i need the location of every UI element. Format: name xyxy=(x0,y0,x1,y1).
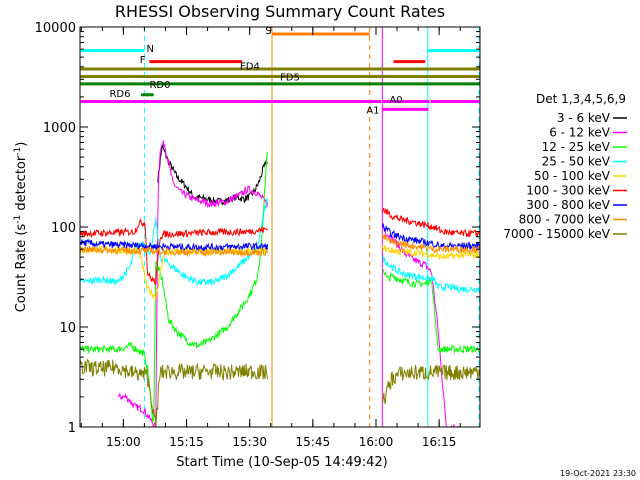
flag-label-s: S xyxy=(265,26,271,37)
y-tick-label: 1 xyxy=(68,421,76,436)
series-line-3 xyxy=(79,198,481,294)
chart-title: RHESSI Observing Summary Count Rates xyxy=(115,2,445,21)
legend-label-7: 800 - 7000 keV xyxy=(519,213,611,227)
x-axis-label: Start Time (10-Sep-05 14:49:42) xyxy=(176,455,387,470)
flag-label-fd4: FD4 xyxy=(240,62,260,73)
flag-label-rd6: RD6 xyxy=(109,89,130,100)
y-tick-label: 100 xyxy=(51,221,76,236)
flag-label-fd5: FD5 xyxy=(280,72,300,83)
series-line-4 xyxy=(79,245,481,301)
series-line-0 xyxy=(157,144,268,206)
flag-label-rd0: RD0 xyxy=(149,80,170,91)
series-line-2 xyxy=(79,151,480,423)
x-tick-label: 15:30 xyxy=(232,435,267,449)
legend-label-0: 3 - 6 keV xyxy=(557,111,611,125)
x-tick-label: 15:00 xyxy=(106,435,141,449)
flag-label-f: F xyxy=(140,55,146,66)
x-tick-label: 16:15 xyxy=(422,435,457,449)
series-line-8 xyxy=(79,358,481,428)
legend-label-6: 300 - 800 keV xyxy=(526,198,610,212)
series-lines xyxy=(79,140,481,428)
axes: 15:00 15:15 15:30 15:45 16:00 16:15 1 10 100 1000… xyxy=(35,21,480,449)
y-axis-label: Count Rate (s-1 detector-1) xyxy=(13,142,29,313)
legend-label-3: 25 - 50 keV xyxy=(542,155,611,169)
series-line-5 xyxy=(79,207,480,285)
legend-label-8: 7000 - 15000 keV xyxy=(503,227,610,241)
x-tick-label: 15:15 xyxy=(169,435,204,449)
legend-label-2: 12 - 25 keV xyxy=(542,140,611,154)
timestamp: 19-Oct-2021 23:30 xyxy=(560,469,636,478)
series-line-6 xyxy=(79,222,481,253)
flag-label-n: N xyxy=(147,44,154,55)
legend-title: Det 1,3,4,5,6,9 xyxy=(536,92,626,106)
y-tick-label: 10 xyxy=(59,321,76,336)
series-line-1 xyxy=(117,140,459,428)
legend-label-4: 50 - 100 keV xyxy=(534,169,611,183)
flag-label-a0: A0 xyxy=(389,95,402,106)
y-tick-label: 10000 xyxy=(35,21,76,36)
series-line-7 xyxy=(79,234,481,258)
flag-bars: N S F FD4 FD5 RD0 RD6 A0 A1 xyxy=(80,26,480,116)
y-tick-label: 1000 xyxy=(43,121,76,136)
legend-label-1: 6 - 12 keV xyxy=(549,126,611,140)
flag-label-a1: A1 xyxy=(366,105,379,116)
x-tick-label: 15:45 xyxy=(296,435,331,449)
legend-label-5: 100 - 300 keV xyxy=(526,184,610,198)
x-tick-label: 16:00 xyxy=(359,435,394,449)
